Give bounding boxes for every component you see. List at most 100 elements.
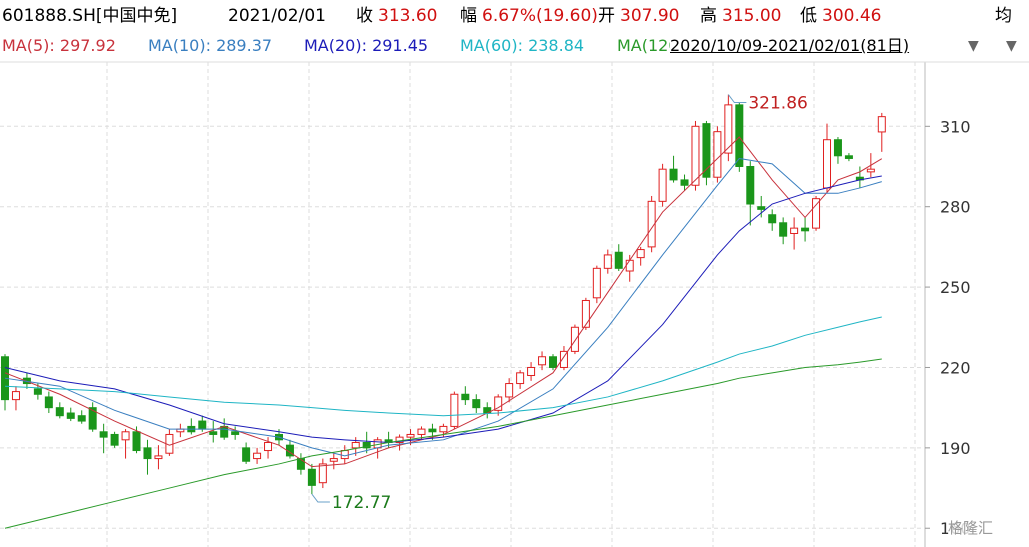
candle-body xyxy=(132,431,141,452)
candle-body xyxy=(844,155,853,159)
candle-body xyxy=(877,116,886,133)
field-value: 313.60 xyxy=(378,6,438,26)
field-value: 307.90 xyxy=(620,6,680,26)
candle-body xyxy=(614,251,623,269)
candle-body xyxy=(110,433,119,446)
candle-body xyxy=(33,388,42,395)
candle-body xyxy=(231,431,240,435)
candle-body xyxy=(296,458,305,470)
candle-body xyxy=(253,452,262,460)
candle-body xyxy=(669,168,678,181)
candle-body xyxy=(505,383,514,398)
candle-body xyxy=(395,436,404,443)
candle-body xyxy=(625,259,634,272)
candle-body xyxy=(581,299,590,328)
candle-body xyxy=(812,198,821,229)
candle-body xyxy=(428,428,437,433)
candle-body xyxy=(527,366,536,377)
candle-body xyxy=(779,222,788,237)
candle-body xyxy=(264,441,273,452)
candle-body xyxy=(603,254,612,269)
candle-body xyxy=(592,267,601,299)
candle-body xyxy=(570,326,579,352)
annotation-label: 321.86 xyxy=(748,94,807,114)
candle-body xyxy=(209,431,218,435)
candle-body xyxy=(461,393,470,401)
date: 2021/02/01 xyxy=(228,6,326,26)
candle-body xyxy=(143,447,152,460)
candle-body xyxy=(220,425,229,438)
annotation-label: 172.77 xyxy=(332,493,391,513)
candle-body xyxy=(198,420,207,430)
symbol: 601888.SH[中国中免] xyxy=(2,6,178,26)
candle-body xyxy=(417,428,426,435)
dropdown[interactable]: ▼ xyxy=(1006,38,1017,54)
candle-body xyxy=(472,399,481,409)
candle-body xyxy=(154,455,163,460)
legend-entry: MA(10): 289.37 xyxy=(148,36,273,55)
field-label: 低 xyxy=(800,6,817,26)
candle-body xyxy=(494,396,503,411)
candle-body xyxy=(329,458,338,462)
candle-body xyxy=(549,356,557,368)
candle-body xyxy=(450,393,459,427)
candle-body xyxy=(362,441,371,449)
candle-body xyxy=(77,415,86,422)
candle-body xyxy=(307,468,316,486)
candle-body xyxy=(121,431,130,441)
ma-line xyxy=(4,358,882,529)
candle-body xyxy=(746,166,755,205)
candle-body xyxy=(318,463,327,484)
candle-body xyxy=(691,125,700,186)
candle-body xyxy=(823,139,831,189)
field-value: 300.46 xyxy=(822,6,882,26)
candle-body xyxy=(44,396,53,409)
field-label: 高 xyxy=(700,6,717,26)
annotation-arrow xyxy=(727,94,747,104)
date-range[interactable]: 2020/10/09-2021/02/01(81日) xyxy=(670,36,910,56)
legend-entry: MA(60): 238.84 xyxy=(460,36,585,55)
candle-body xyxy=(713,131,722,178)
field-value: 315.00 xyxy=(722,6,782,26)
annotation-arrow xyxy=(311,493,330,503)
candle-body xyxy=(636,249,645,259)
field-label: 均 xyxy=(995,6,1012,26)
candle-body xyxy=(66,412,75,419)
legend-entry: MA(5): 297.92 xyxy=(2,36,116,55)
candle-body xyxy=(680,179,689,186)
field-label: 收 xyxy=(356,6,373,26)
candle-body xyxy=(406,433,415,438)
field-value: 6.67%(19.60) xyxy=(482,6,598,26)
candle-body xyxy=(88,407,97,430)
y-tick-label: 310 xyxy=(940,117,971,136)
y-tick-label: 220 xyxy=(940,358,971,377)
watermark: 格隆汇 xyxy=(948,518,994,538)
ma-line xyxy=(4,157,882,457)
candle-body xyxy=(11,391,20,401)
legend-entry: MA(20): 291.45 xyxy=(304,36,429,55)
candle-body xyxy=(833,139,842,157)
ma-line xyxy=(4,136,883,468)
candle-body xyxy=(340,450,349,460)
candle-body xyxy=(866,168,875,173)
dropdown[interactable]: ▼ xyxy=(968,38,979,54)
candle-body xyxy=(658,168,667,202)
field-label: 开 xyxy=(598,6,615,26)
y-tick-label: 250 xyxy=(940,278,971,297)
candle-body xyxy=(702,123,711,178)
candle-body xyxy=(351,441,360,449)
ma-line xyxy=(4,316,882,417)
candle-body xyxy=(99,431,108,438)
candle-body xyxy=(757,206,766,210)
ma-line xyxy=(4,175,882,443)
field-label: 幅 xyxy=(460,6,477,26)
y-tick-label: 280 xyxy=(940,198,971,217)
candle-body xyxy=(768,214,777,224)
candle-body xyxy=(55,407,64,417)
candle-body xyxy=(801,227,810,232)
y-tick-label: 190 xyxy=(940,439,971,458)
candle-body xyxy=(538,356,547,366)
candle-body xyxy=(647,200,656,248)
